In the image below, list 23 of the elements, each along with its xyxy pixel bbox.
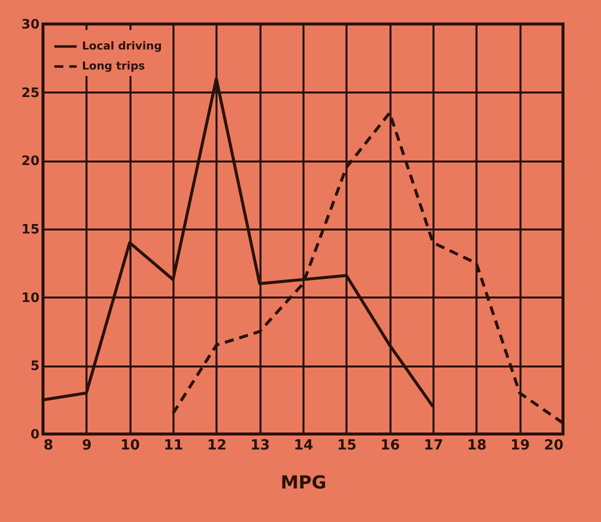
x-tick-label: 19 [510, 438, 530, 454]
y-tick-label: 15 [21, 222, 40, 238]
x-tick-label: 18 [467, 438, 487, 454]
y-tick-label: 0 [30, 428, 40, 442]
x-tick-label: 12 [207, 438, 227, 454]
x-tick-label: 8 [44, 438, 54, 454]
y-tick-label: 20 [21, 154, 40, 170]
x-tick-label: 13 [250, 438, 270, 454]
x-tick-label: 20 [544, 438, 564, 454]
x-tick-label: 10 [120, 438, 140, 454]
x-tick-label: 16 [380, 438, 400, 454]
y-tick-label: 5 [30, 359, 40, 374]
x-tick-label: 9 [82, 438, 92, 454]
y-tick-label: 30 [21, 18, 40, 32]
legend-label: Long trips [82, 60, 146, 72]
x-tick-label: 17 [424, 438, 444, 454]
y-tick-label: 10 [21, 290, 40, 306]
x-tick-label: 14 [294, 438, 314, 454]
y-tick-label: 25 [21, 86, 40, 101]
x-axis-title: MPG [280, 472, 326, 494]
x-tick-label: 11 [164, 438, 184, 454]
legend-label: Local driving [82, 40, 162, 52]
x-tick-label: 15 [337, 438, 357, 454]
